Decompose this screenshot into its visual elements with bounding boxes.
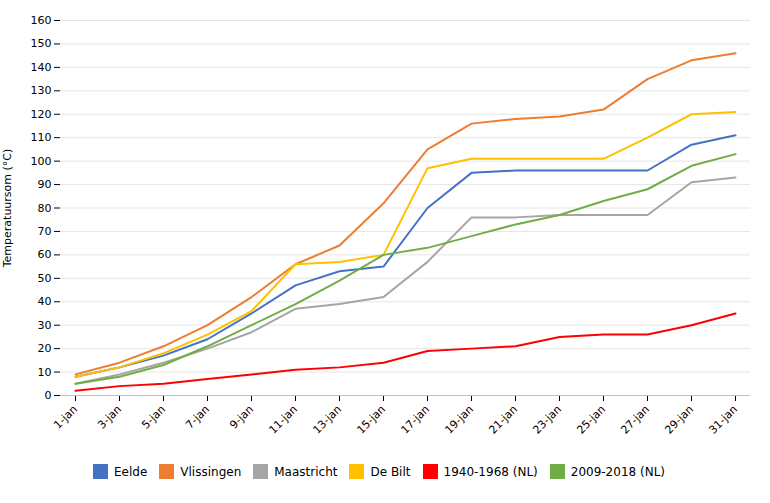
svg-text:30: 30: [38, 319, 52, 332]
svg-text:70: 70: [38, 225, 52, 238]
svg-text:Temperatuursom (°C): Temperatuursom (°C): [1, 149, 14, 269]
svg-text:1-jan: 1-jan: [51, 403, 80, 432]
svg-text:3-jan: 3-jan: [95, 403, 124, 432]
html-text:De Bilt: De Bilt: [370, 464, 411, 479]
svg-text:21-jan: 21-jan: [486, 403, 520, 437]
svg-text:5-jan: 5-jan: [139, 403, 168, 432]
svg-text:25-jan: 25-jan: [574, 403, 608, 437]
svg-text:27-jan: 27-jan: [618, 403, 652, 437]
svg-text:120: 120: [31, 108, 52, 121]
svg-text:110: 110: [31, 131, 52, 144]
svg-text:90: 90: [38, 178, 52, 191]
svg-text:20: 20: [38, 342, 52, 355]
svg-text:100: 100: [31, 155, 52, 168]
svg-text:9-jan: 9-jan: [227, 403, 256, 432]
html-text:Maastricht: Maastricht: [274, 464, 338, 479]
svg-text:60: 60: [38, 248, 52, 261]
svg-text:29-jan: 29-jan: [662, 403, 696, 437]
svg-text:15-jan: 15-jan: [354, 403, 388, 437]
svg-text:140: 140: [31, 61, 52, 74]
html-text:Vlissingen: Vlissingen: [180, 464, 242, 479]
svg-text:31-jan: 31-jan: [706, 403, 740, 437]
svg-text:40: 40: [38, 295, 52, 308]
svg-text:11-jan: 11-jan: [266, 403, 300, 437]
svg-text:17-jan: 17-jan: [398, 403, 432, 437]
svg-text:130: 130: [31, 84, 52, 97]
svg-text:80: 80: [38, 202, 52, 215]
html-text:Eelde: Eelde: [114, 464, 148, 479]
html-text:1940-1968 (NL): 1940-1968 (NL): [443, 464, 538, 479]
svg-text:7-jan: 7-jan: [183, 403, 212, 432]
html-text:2009-2018 (NL): 2009-2018 (NL): [570, 464, 665, 479]
svg-text:23-jan: 23-jan: [530, 403, 564, 437]
svg-text:19-jan: 19-jan: [442, 403, 476, 437]
svg-text:50: 50: [38, 272, 52, 285]
svg-text:160: 160: [31, 14, 52, 27]
svg-text:0: 0: [45, 389, 52, 402]
svg-text:10: 10: [38, 366, 52, 379]
svg-text:150: 150: [31, 37, 52, 50]
svg-text:13-jan: 13-jan: [310, 403, 344, 437]
